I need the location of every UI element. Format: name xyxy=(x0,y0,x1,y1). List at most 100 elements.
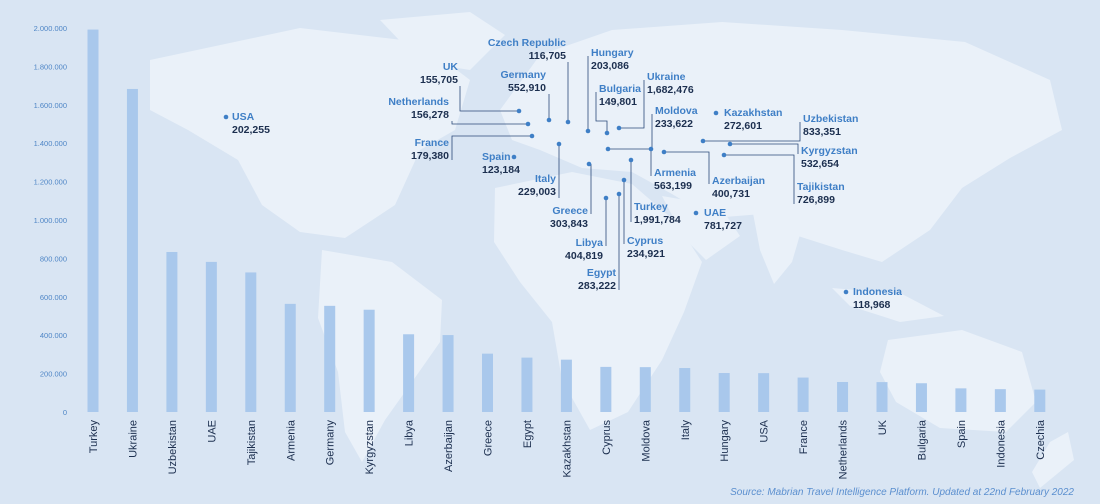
location-marker xyxy=(586,161,592,167)
x-tick-label: UK xyxy=(877,419,889,435)
bar-armenia xyxy=(284,303,296,412)
x-tick-label: Italy xyxy=(680,420,692,441)
leader-line xyxy=(451,121,528,125)
y-tick-label: 1.200.000 xyxy=(34,178,67,187)
map-label-name: UK xyxy=(443,61,459,73)
map-label-value: 123,184 xyxy=(482,164,520,176)
bar-italy xyxy=(679,368,691,412)
location-marker xyxy=(603,195,609,201)
x-axis: Turkey Ukraine Uzbekistan UAE Tajikistan Arme… xyxy=(88,419,1047,479)
bar-kazakhstan xyxy=(560,359,572,412)
map-label-name: France xyxy=(415,137,450,149)
x-tick-label: Greece xyxy=(483,420,495,456)
x-tick-label: Armenia xyxy=(285,419,297,461)
y-tick-label: 1.800.000 xyxy=(34,62,67,71)
location-marker xyxy=(628,157,634,163)
map-label-value: 118,968 xyxy=(853,299,891,311)
map-label-value: 229,003 xyxy=(518,186,556,198)
map-label-value: 552,910 xyxy=(508,82,546,94)
y-tick-label: 600.000 xyxy=(40,293,67,302)
x-tick-label: Uzbekistan xyxy=(167,420,179,474)
bar-tajikistan xyxy=(245,272,257,412)
bar-france xyxy=(797,377,809,412)
bar-egypt xyxy=(521,357,533,412)
map-label-value: 116,705 xyxy=(529,50,567,62)
map-label-value: 404,819 xyxy=(565,250,603,262)
y-tick-label: 400.000 xyxy=(40,331,67,340)
location-marker xyxy=(700,138,706,144)
bar-indonesia xyxy=(994,389,1006,412)
map-label-value: 1,991,784 xyxy=(634,214,681,226)
map-label-value: 1,682,476 xyxy=(647,84,694,96)
x-tick-label: Kyrgyzstan xyxy=(364,420,376,474)
x-tick-label: Germany xyxy=(325,420,337,466)
y-tick-label: 1.600.000 xyxy=(34,101,67,110)
bar-uae xyxy=(205,261,217,412)
x-tick-label: Czechia xyxy=(1035,419,1047,460)
map-label-value: 179,380 xyxy=(411,150,449,162)
map-label-value: 726,899 xyxy=(797,194,835,206)
location-marker xyxy=(727,141,733,147)
location-marker xyxy=(556,141,562,147)
x-tick-label: Cyprus xyxy=(601,420,613,455)
x-tick-label: Egypt xyxy=(522,420,534,448)
map-label-name: Kazakhstan xyxy=(724,107,782,119)
arabia-shape xyxy=(662,196,740,260)
map-label-value: 155,705 xyxy=(420,74,458,86)
x-tick-label: Hungary xyxy=(719,420,731,462)
leader-line xyxy=(703,122,801,142)
map-label-value: 234,921 xyxy=(627,248,665,260)
bar-libya xyxy=(403,334,415,412)
map-label-name: Azerbaijan xyxy=(712,175,765,187)
location-marker xyxy=(621,177,627,183)
x-tick-label: Ukraine xyxy=(127,420,139,458)
map-labels: USA202,255UK155,705Netherlands156,278Fra… xyxy=(223,37,902,311)
leader-line xyxy=(619,80,645,129)
leader-line xyxy=(595,92,608,133)
map-label-name: Kyrgyzstan xyxy=(801,145,858,157)
x-tick-label: Turkey xyxy=(88,420,100,454)
bar-ukraine xyxy=(126,88,138,413)
map-label-name: Moldova xyxy=(655,105,698,117)
map-label-name: Italy xyxy=(535,173,556,185)
map-label-value: 400,731 xyxy=(712,188,750,200)
map-label-value: 203,086 xyxy=(591,60,629,72)
australia-shape xyxy=(880,330,1036,432)
location-marker xyxy=(721,152,727,158)
greenland-shape xyxy=(380,12,505,70)
leader-line xyxy=(459,86,519,112)
bar-czechia xyxy=(1034,389,1046,412)
location-marker xyxy=(843,289,849,295)
leader-line xyxy=(664,151,710,184)
location-marker xyxy=(565,119,571,125)
new-zealand-shape xyxy=(1032,432,1074,488)
location-marker xyxy=(546,117,552,123)
bar-netherlands xyxy=(837,381,849,412)
bar-hungary xyxy=(718,373,730,412)
x-tick-label: Libya xyxy=(404,419,416,446)
map-label-name: Armenia xyxy=(654,167,696,179)
leader-line xyxy=(724,154,795,204)
bar-uzbekistan xyxy=(166,251,178,412)
bar-turkey xyxy=(87,29,99,412)
map-label-name: Cyprus xyxy=(627,235,663,247)
location-marker xyxy=(661,149,667,155)
map-label-value: 233,622 xyxy=(655,118,693,130)
location-marker xyxy=(616,191,622,197)
x-tick-label: Kazakhstan xyxy=(561,420,573,477)
x-tick-label: France xyxy=(798,420,810,454)
x-tick-label: Moldova xyxy=(640,419,652,461)
